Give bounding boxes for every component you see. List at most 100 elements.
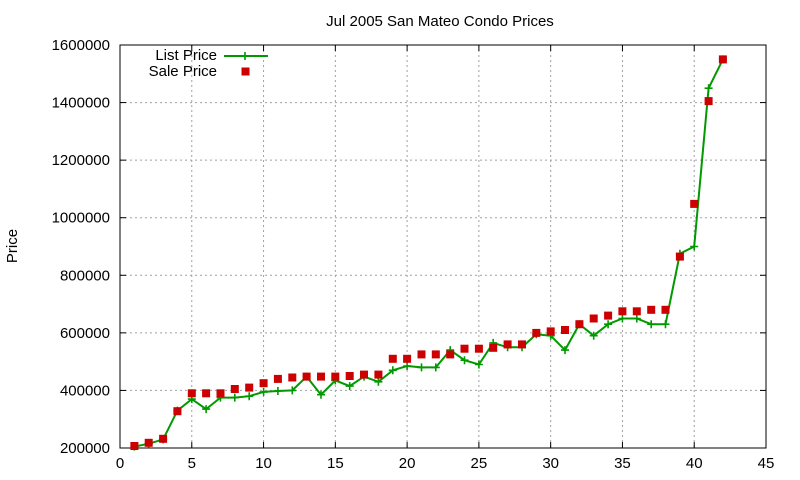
data-point-sale-price — [302, 372, 311, 381]
data-point-list-price — [317, 390, 325, 399]
data-point-sale-price — [173, 407, 182, 416]
data-point-list-price — [690, 242, 699, 251]
legend-marker-sale-price — [241, 67, 250, 76]
legend-label-sale-price: Sale Price — [149, 63, 217, 80]
legend: List Price Sale Price — [149, 47, 268, 80]
data-point-list-price — [288, 386, 297, 395]
data-point-sale-price — [690, 199, 699, 208]
data-point-list-price — [202, 405, 211, 414]
data-point-sale-price — [704, 97, 713, 106]
data-point-list-price — [374, 377, 383, 386]
y-tick-label: 600000 — [60, 325, 110, 342]
data-point-sale-price — [144, 438, 153, 447]
data-point-sale-price — [388, 354, 397, 363]
data-point-sale-price — [216, 389, 225, 398]
data-point-sale-price — [317, 372, 325, 381]
data-point-sale-price — [245, 383, 254, 392]
data-point-sale-price — [360, 370, 368, 379]
x-tick-label: 25 — [471, 455, 488, 472]
x-tick-label: 30 — [542, 455, 559, 472]
data-point-sale-price — [546, 327, 555, 336]
data-point-sale-price — [130, 442, 139, 450]
data-point-list-price — [230, 393, 239, 402]
x-tick-label: 45 — [758, 455, 775, 472]
data-point-list-price — [388, 366, 397, 375]
data-point-list-price — [474, 360, 483, 369]
x-tick-label: 5 — [188, 455, 196, 472]
data-point-sale-price — [403, 354, 412, 363]
data-point-sale-price — [575, 320, 584, 329]
y-axis-tick-labels: 200000 400000 600000 800000 1000000 1200000 14… — [52, 37, 110, 457]
data-point-sale-price — [532, 328, 541, 337]
data-point-sale-price — [446, 350, 455, 359]
data-point-sale-price — [202, 389, 211, 398]
data-point-list-price — [704, 84, 713, 93]
data-point-list-price — [403, 362, 412, 370]
data-point-list-price — [417, 363, 426, 372]
data-point-list-price — [273, 387, 282, 395]
data-point-sale-price — [489, 343, 498, 352]
data-point-list-price — [561, 346, 569, 355]
y-axis-label: Price — [4, 229, 21, 263]
y-tick-label: 400000 — [60, 382, 110, 399]
data-point-sale-price — [589, 314, 598, 323]
y-tick-label: 1400000 — [52, 95, 110, 112]
x-tick-label: 15 — [327, 455, 344, 472]
y-tick-label: 800000 — [60, 267, 110, 284]
data-point-sale-price — [345, 372, 354, 380]
data-point-list-price — [661, 320, 670, 329]
data-point-sale-price — [331, 372, 340, 381]
data-point-sale-price — [273, 374, 282, 383]
y-tick-label: 1200000 — [52, 152, 110, 169]
data-point-sale-price — [518, 340, 526, 349]
data-point-sale-price — [604, 311, 613, 320]
x-tick-label: 0 — [116, 455, 124, 472]
y-tick-label: 1000000 — [52, 210, 110, 227]
data-point-sale-price — [661, 305, 670, 314]
chart-title: Jul 2005 San Mateo Condo Prices — [326, 13, 554, 30]
data-point-sale-price — [460, 344, 469, 353]
series — [130, 55, 727, 451]
data-point-sale-price — [647, 305, 656, 314]
legend-label-list-price: List Price — [155, 47, 217, 64]
axis-ticks — [119, 44, 767, 449]
x-axis-tick-labels: 0 5 10 15 20 25 30 35 40 45 — [116, 455, 775, 472]
data-point-sale-price — [718, 55, 727, 64]
series-sale-price — [130, 55, 727, 450]
data-point-sale-price — [561, 326, 569, 334]
grid — [120, 45, 766, 448]
data-point-list-price — [618, 314, 627, 323]
data-point-sale-price — [288, 373, 297, 382]
x-tick-label: 10 — [255, 455, 272, 472]
data-point-list-price — [589, 331, 598, 340]
x-tick-label: 20 — [399, 455, 416, 472]
data-point-sale-price — [259, 379, 268, 388]
data-point-sale-price — [417, 350, 426, 359]
data-point-sale-price — [503, 340, 512, 349]
data-point-sale-price — [618, 307, 627, 316]
data-point-list-price — [345, 382, 354, 391]
x-tick-label: 40 — [686, 455, 703, 472]
data-point-list-price — [245, 392, 254, 401]
x-tick-label: 35 — [614, 455, 631, 472]
data-point-sale-price — [431, 350, 440, 359]
legend-marker-list-price — [241, 52, 249, 60]
y-tick-label: 1600000 — [52, 37, 110, 54]
data-point-sale-price — [159, 434, 168, 443]
data-point-list-price — [460, 356, 469, 365]
data-point-list-price — [604, 320, 613, 329]
data-point-sale-price — [675, 252, 684, 261]
data-point-sale-price — [374, 370, 383, 379]
data-point-sale-price — [230, 385, 239, 393]
y-tick-label: 200000 — [60, 440, 110, 457]
data-point-list-price — [431, 363, 440, 372]
data-point-list-price — [632, 314, 641, 323]
data-point-list-price — [647, 320, 656, 329]
plot-frame — [119, 44, 767, 449]
series-line-list-price — [134, 58, 724, 448]
data-point-list-price — [259, 387, 268, 396]
data-point-sale-price — [632, 307, 641, 316]
data-point-sale-price — [187, 389, 196, 398]
data-point-sale-price — [474, 344, 483, 353]
